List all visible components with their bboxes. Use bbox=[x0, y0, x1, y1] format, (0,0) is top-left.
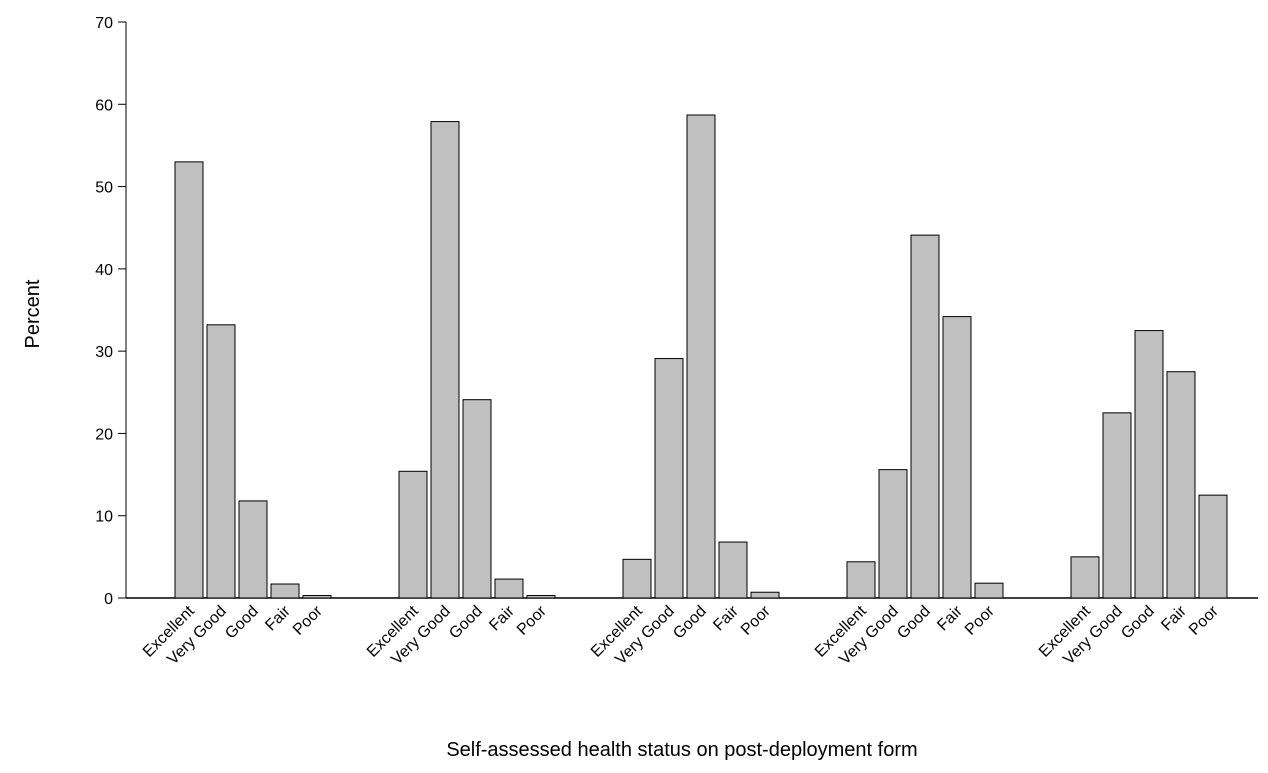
category-label: Poor bbox=[738, 602, 774, 638]
category-label: Fair bbox=[262, 602, 294, 634]
y-tick-label: 40 bbox=[95, 262, 113, 279]
bar-excellent bbox=[1070, 556, 1100, 599]
bar-poor bbox=[526, 595, 556, 599]
bar-poor bbox=[974, 582, 1004, 599]
bar-fair bbox=[942, 316, 972, 599]
bar-good bbox=[1134, 330, 1164, 599]
category-label: Fair bbox=[710, 602, 742, 634]
category-label: Fair bbox=[1158, 602, 1190, 634]
category-label: Fair bbox=[486, 602, 518, 634]
bar-excellent bbox=[622, 558, 652, 599]
bar-fair bbox=[718, 541, 748, 599]
category-label: Poor bbox=[962, 602, 998, 638]
bar-poor bbox=[750, 591, 780, 599]
bar-excellent bbox=[174, 161, 204, 599]
bar-poor bbox=[1198, 494, 1228, 599]
bar-excellent bbox=[398, 470, 428, 599]
y-tick-label: 30 bbox=[95, 344, 113, 361]
y-tick-label: 20 bbox=[95, 426, 113, 443]
y-tick-label: 70 bbox=[95, 15, 113, 32]
bar-fair bbox=[494, 578, 524, 599]
y-axis-title: Percent bbox=[22, 279, 44, 348]
y-tick-label: 10 bbox=[95, 509, 113, 526]
category-label: Poor bbox=[1186, 602, 1222, 638]
bar-very-good bbox=[878, 469, 908, 599]
y-tick-label: 50 bbox=[95, 180, 113, 197]
category-label: Good bbox=[894, 603, 934, 643]
category-label: Good bbox=[446, 603, 486, 643]
category-label: Fair bbox=[934, 602, 966, 634]
category-label: Good bbox=[670, 603, 710, 643]
bar-excellent bbox=[846, 561, 876, 599]
category-label: Good bbox=[1118, 603, 1158, 643]
category-label: Good bbox=[222, 603, 262, 643]
bar-good bbox=[910, 234, 940, 599]
category-label: Poor bbox=[290, 602, 326, 638]
bar-very-good bbox=[430, 121, 460, 599]
bars-layer bbox=[174, 114, 1228, 599]
bar-good bbox=[686, 114, 716, 599]
y-tick-label: 0 bbox=[104, 591, 113, 608]
bar-very-good bbox=[654, 358, 684, 599]
bar-good bbox=[462, 399, 492, 599]
bar-fair bbox=[1166, 371, 1196, 599]
x-axis-title: Self-assessed health status on post-depl… bbox=[446, 739, 917, 761]
bar-fair bbox=[270, 583, 300, 599]
bar-good bbox=[238, 500, 268, 599]
y-axis: 0 10 20 30 40 50 60 70 bbox=[95, 15, 127, 608]
category-label: Poor bbox=[514, 602, 550, 638]
bar-poor bbox=[302, 595, 332, 599]
bar-very-good bbox=[206, 324, 236, 599]
y-tick-label: 60 bbox=[95, 97, 113, 114]
bar-very-good bbox=[1102, 412, 1132, 599]
